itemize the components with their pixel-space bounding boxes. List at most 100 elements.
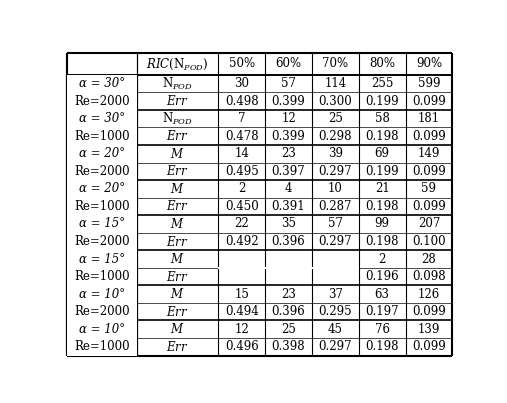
Text: $M$: $M$ bbox=[170, 147, 185, 161]
Text: 0.295: 0.295 bbox=[318, 305, 352, 318]
Bar bbox=[67, 75, 452, 110]
Text: 0.196: 0.196 bbox=[366, 270, 399, 283]
Text: 22: 22 bbox=[234, 218, 249, 231]
Text: $Err$: $Err$ bbox=[166, 340, 189, 354]
Text: 0.197: 0.197 bbox=[366, 305, 399, 318]
Bar bbox=[67, 145, 137, 180]
Text: 139: 139 bbox=[418, 323, 440, 336]
Bar bbox=[67, 320, 137, 355]
Text: 0.450: 0.450 bbox=[225, 200, 259, 213]
Text: 0.099: 0.099 bbox=[412, 200, 446, 213]
Text: 23: 23 bbox=[281, 288, 296, 301]
Text: Re=2000: Re=2000 bbox=[74, 95, 130, 108]
Text: 181: 181 bbox=[418, 112, 440, 125]
Text: 0.297: 0.297 bbox=[318, 165, 352, 178]
Text: $M$: $M$ bbox=[170, 287, 185, 301]
Text: $\alpha = $10°: $\alpha = $10° bbox=[80, 287, 124, 301]
Text: $\mathrm{N}_{\mathit{POD}}$: $\mathrm{N}_{\mathit{POD}}$ bbox=[162, 110, 193, 127]
Text: 58: 58 bbox=[375, 112, 389, 125]
Text: 0.399: 0.399 bbox=[272, 95, 305, 108]
Bar bbox=[67, 53, 452, 75]
Text: α = 20°: α = 20° bbox=[79, 147, 125, 160]
Text: 0.287: 0.287 bbox=[318, 200, 352, 213]
Text: 0.396: 0.396 bbox=[272, 235, 305, 248]
Text: 0.391: 0.391 bbox=[272, 200, 305, 213]
Text: 0.099: 0.099 bbox=[412, 340, 446, 353]
Text: 599: 599 bbox=[418, 77, 440, 90]
Text: 0.496: 0.496 bbox=[225, 340, 259, 353]
Bar bbox=[67, 145, 452, 180]
Text: α = 15°: α = 15° bbox=[79, 253, 125, 266]
Text: 0.297: 0.297 bbox=[318, 235, 352, 248]
Text: $\mathit{RIC}(\mathrm{N}_{\mathit{POD}})$: $\mathit{RIC}(\mathrm{N}_{\mathit{POD}})… bbox=[146, 56, 209, 71]
Text: 80%: 80% bbox=[369, 57, 395, 71]
Text: 4: 4 bbox=[285, 183, 292, 195]
Text: 0.494: 0.494 bbox=[225, 305, 259, 318]
Text: 0.298: 0.298 bbox=[318, 130, 352, 143]
Text: $Err$: $Err$ bbox=[166, 164, 189, 178]
Text: 70%: 70% bbox=[322, 57, 348, 71]
Text: 30: 30 bbox=[234, 77, 249, 90]
Text: Re=2000: Re=2000 bbox=[74, 305, 130, 318]
Text: $\alpha = $30°: $\alpha = $30° bbox=[80, 77, 124, 91]
Text: Re=1000: Re=1000 bbox=[74, 130, 130, 143]
Text: $M$: $M$ bbox=[170, 217, 185, 231]
Text: 0.099: 0.099 bbox=[412, 95, 446, 108]
Text: 15: 15 bbox=[234, 288, 249, 301]
Text: 59: 59 bbox=[421, 183, 437, 195]
Text: $\alpha = $15°: $\alpha = $15° bbox=[80, 217, 124, 231]
Text: α = 10°: α = 10° bbox=[79, 323, 125, 336]
Text: 99: 99 bbox=[375, 218, 390, 231]
Text: $\alpha = $30°: $\alpha = $30° bbox=[80, 112, 124, 126]
Bar bbox=[67, 320, 452, 355]
Text: Re=2000: Re=2000 bbox=[74, 305, 130, 318]
Text: α = 30°: α = 30° bbox=[79, 77, 125, 90]
Text: 23: 23 bbox=[281, 147, 296, 160]
Text: 50%: 50% bbox=[229, 57, 255, 71]
Text: 57: 57 bbox=[328, 218, 343, 231]
Text: 0.297: 0.297 bbox=[318, 340, 352, 353]
Text: 35: 35 bbox=[281, 218, 296, 231]
Text: Re=1000: Re=1000 bbox=[74, 200, 130, 213]
Text: 0.199: 0.199 bbox=[366, 95, 399, 108]
Text: 0.198: 0.198 bbox=[366, 130, 399, 143]
Text: 45: 45 bbox=[328, 323, 343, 336]
Text: 39: 39 bbox=[328, 147, 343, 160]
Text: 126: 126 bbox=[418, 288, 440, 301]
Text: 60%: 60% bbox=[275, 57, 302, 71]
Text: 0.199: 0.199 bbox=[366, 165, 399, 178]
Text: 0.099: 0.099 bbox=[412, 305, 446, 318]
Text: α = 20°: α = 20° bbox=[79, 183, 125, 195]
Text: Re=1000: Re=1000 bbox=[74, 340, 130, 353]
Text: Re=2000: Re=2000 bbox=[74, 165, 130, 178]
Text: Re=1000: Re=1000 bbox=[74, 130, 130, 143]
Bar bbox=[67, 180, 137, 215]
Text: α = 15°: α = 15° bbox=[79, 218, 125, 231]
Text: 12: 12 bbox=[234, 323, 249, 336]
Text: 76: 76 bbox=[375, 323, 390, 336]
Text: α = 30°: α = 30° bbox=[79, 112, 125, 125]
Text: 0.099: 0.099 bbox=[412, 165, 446, 178]
Text: 10: 10 bbox=[328, 183, 343, 195]
Text: 0.098: 0.098 bbox=[412, 270, 446, 283]
Text: $M$: $M$ bbox=[170, 322, 185, 336]
Text: 21: 21 bbox=[375, 183, 389, 195]
Text: $\alpha = $10°: $\alpha = $10° bbox=[80, 322, 124, 336]
Text: 14: 14 bbox=[234, 147, 249, 160]
Text: 7: 7 bbox=[238, 112, 245, 125]
Text: Re=1000: Re=1000 bbox=[74, 270, 130, 283]
Bar bbox=[67, 285, 452, 320]
Text: Re=1000: Re=1000 bbox=[74, 200, 130, 213]
Text: 25: 25 bbox=[281, 323, 296, 336]
Text: Re=2000: Re=2000 bbox=[74, 235, 130, 248]
Text: $Err$: $Err$ bbox=[166, 199, 189, 214]
Bar bbox=[67, 180, 452, 215]
Text: 28: 28 bbox=[422, 253, 437, 266]
Text: 0.099: 0.099 bbox=[412, 130, 446, 143]
Text: 149: 149 bbox=[418, 147, 440, 160]
Text: 0.100: 0.100 bbox=[412, 235, 446, 248]
Text: 255: 255 bbox=[371, 77, 393, 90]
Text: $\alpha = $15°: $\alpha = $15° bbox=[80, 252, 124, 266]
Text: 0.396: 0.396 bbox=[272, 305, 305, 318]
Text: Re=2000: Re=2000 bbox=[74, 235, 130, 248]
